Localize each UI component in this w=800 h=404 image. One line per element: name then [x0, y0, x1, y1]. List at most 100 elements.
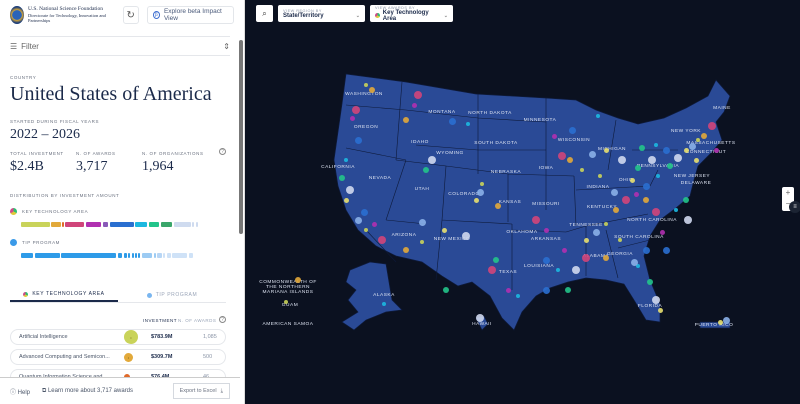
kta-row[interactable]: Quantum Information Science and... • $76.4… [10, 369, 226, 379]
award-marker[interactable] [683, 147, 689, 153]
bar-segment[interactable] [123, 253, 127, 258]
award-marker[interactable] [551, 133, 557, 139]
bar-segment[interactable] [21, 222, 50, 227]
award-marker[interactable] [420, 240, 424, 244]
bar-segment[interactable] [192, 222, 195, 227]
award-marker[interactable] [343, 197, 349, 203]
award-marker[interactable] [558, 152, 566, 160]
award-marker[interactable] [633, 191, 639, 197]
award-marker[interactable] [532, 216, 540, 224]
award-marker[interactable] [476, 188, 484, 196]
bar-segment[interactable] [85, 222, 102, 227]
award-marker[interactable] [654, 143, 658, 147]
award-marker[interactable] [516, 294, 520, 298]
bar-segment[interactable] [65, 222, 85, 227]
award-marker[interactable] [610, 188, 618, 196]
award-marker[interactable] [423, 167, 429, 173]
award-marker[interactable] [542, 256, 550, 264]
award-marker[interactable] [583, 237, 589, 243]
award-marker[interactable] [364, 228, 368, 232]
tip-distribution-bar[interactable] [21, 253, 193, 258]
award-marker[interactable] [688, 142, 696, 150]
award-marker[interactable] [652, 296, 660, 304]
award-marker[interactable] [349, 115, 355, 121]
award-marker[interactable] [656, 174, 660, 178]
award-marker[interactable] [346, 186, 354, 194]
award-marker[interactable] [717, 319, 723, 325]
award-marker[interactable] [543, 227, 549, 233]
award-marker[interactable] [657, 307, 663, 313]
award-marker[interactable] [659, 229, 665, 235]
award-marker[interactable] [495, 203, 501, 209]
table-help-icon[interactable]: ? [219, 316, 226, 323]
award-marker[interactable] [565, 287, 571, 293]
reset-button[interactable]: ↻ [122, 6, 139, 24]
bar-segment[interactable] [172, 253, 188, 258]
filter-toggle[interactable]: ☰ Filter ⇕ [10, 36, 230, 56]
award-marker[interactable] [642, 182, 650, 190]
award-marker[interactable] [572, 266, 580, 274]
award-marker[interactable] [411, 102, 417, 108]
award-marker[interactable] [630, 258, 638, 266]
award-marker[interactable] [622, 196, 630, 204]
award-marker[interactable] [652, 208, 660, 216]
scrollbar-thumb[interactable] [239, 40, 243, 234]
award-marker[interactable] [371, 221, 377, 227]
bar-segment[interactable] [195, 222, 198, 227]
bar-segment[interactable] [62, 222, 64, 227]
map-search-button[interactable]: ⌕ [256, 5, 273, 22]
award-marker[interactable] [603, 255, 609, 261]
bar-segment[interactable] [138, 253, 141, 258]
award-marker[interactable] [382, 302, 386, 306]
award-marker[interactable] [542, 286, 550, 294]
award-marker[interactable] [604, 222, 608, 226]
award-marker[interactable] [568, 126, 576, 134]
award-marker[interactable] [462, 232, 470, 240]
tab-key-technology-area[interactable]: KEY TECHNOLOGY AREA [10, 288, 118, 302]
legend-toggle-button[interactable]: ≡ [789, 201, 800, 213]
map-panel[interactable]: WASHINGTON OREGON IDAHO MONTANA NORTH DAKOTA… [246, 0, 800, 404]
award-marker[interactable] [369, 87, 375, 93]
award-marker[interactable] [284, 300, 288, 304]
award-marker[interactable] [701, 133, 707, 139]
bar-segment[interactable] [21, 253, 34, 258]
award-marker[interactable] [354, 136, 362, 144]
bar-segment[interactable] [153, 253, 156, 258]
award-marker[interactable] [505, 287, 511, 293]
award-marker[interactable] [592, 228, 600, 236]
award-marker[interactable] [473, 197, 479, 203]
award-marker[interactable] [466, 122, 470, 126]
award-marker[interactable] [480, 182, 484, 186]
award-marker[interactable] [674, 208, 678, 212]
bar-segment[interactable] [163, 253, 166, 258]
bar-segment[interactable] [173, 222, 191, 227]
award-marker[interactable] [603, 147, 609, 153]
award-marker[interactable] [667, 163, 673, 169]
tab-tip-program[interactable]: TIP PROGRAM [118, 288, 226, 302]
help-link[interactable]: ⓘ Help [10, 389, 31, 396]
bar-segment[interactable] [109, 222, 134, 227]
award-marker[interactable] [696, 138, 700, 142]
award-marker[interactable] [403, 117, 409, 123]
awards-by-select[interactable]: VIEW AWARDS BY Key Technology Area ⌄ [370, 5, 453, 22]
award-marker[interactable] [683, 197, 689, 203]
award-marker[interactable] [636, 264, 640, 268]
bar-segment[interactable] [117, 253, 123, 258]
award-marker[interactable] [488, 266, 496, 274]
region-select[interactable]: VIEW REGION BY State/Territory ⌄ [278, 5, 365, 22]
award-marker[interactable] [639, 145, 645, 151]
bar-segment[interactable] [135, 222, 148, 227]
kta-distribution-bar[interactable] [21, 222, 198, 227]
award-marker[interactable] [582, 254, 590, 262]
learn-more-link[interactable]: ⧉ Learn more about 3,717 awards [42, 387, 134, 394]
award-marker[interactable] [713, 147, 719, 153]
award-marker[interactable] [618, 238, 622, 242]
award-marker[interactable] [476, 314, 484, 322]
award-marker[interactable] [647, 279, 653, 285]
bar-segment[interactable] [160, 222, 173, 227]
bar-segment[interactable] [157, 253, 162, 258]
bar-segment[interactable] [148, 222, 160, 227]
award-marker[interactable] [580, 168, 584, 172]
award-marker[interactable] [567, 157, 573, 163]
award-marker[interactable] [443, 287, 449, 293]
